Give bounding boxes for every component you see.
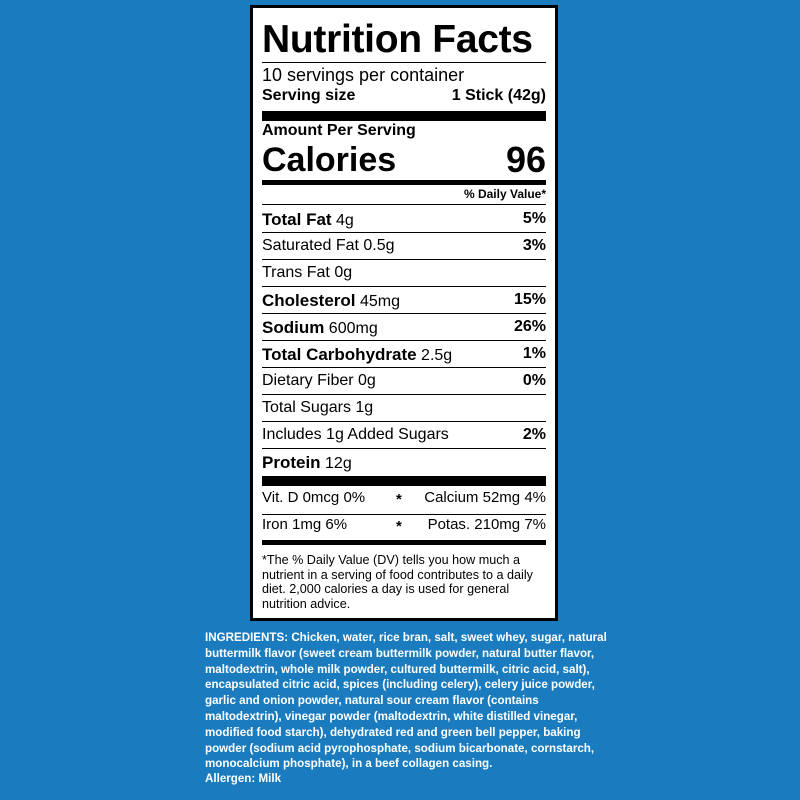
nutrient-dv: 1% (522, 345, 546, 362)
vitamin-cell: Calcium 52mg 4% (424, 489, 546, 506)
separator: * (396, 518, 402, 535)
vitamin-name: Potas. (427, 516, 471, 533)
nutrient-label: Cholesterol (262, 291, 356, 310)
nutrient-name: Total Carbohydrate 2.5g (262, 345, 452, 365)
nutrient-row: Includes 1g Added Sugars 2% (262, 422, 546, 449)
row-line (262, 340, 546, 341)
row-line (262, 313, 546, 314)
row-line (262, 259, 546, 260)
nutrient-amount: 1g (355, 399, 374, 416)
calories-value: 96 (505, 139, 546, 180)
nutrient-label: Includes 1g Added Sugars (262, 426, 449, 443)
vitamin-dv: 4% (524, 489, 546, 506)
row-line (262, 286, 546, 287)
nutrient-name: Includes 1g Added Sugars (262, 426, 449, 444)
nutrient-dv: 0% (522, 372, 546, 389)
nutrient-label: Total Fat (262, 210, 332, 229)
servings: 10 servings per container (262, 65, 465, 85)
vitamin-amount: 52mg (482, 489, 521, 506)
calories-label: Calories (262, 141, 397, 179)
nutrient-row: Sodium 600mg 26% (262, 314, 546, 341)
vitamin-dv: 0% (343, 489, 366, 506)
nutrient-amount: 0g (334, 264, 353, 281)
row-line (262, 367, 546, 368)
vitamin-cell: Potas. 210mg 7% (428, 516, 546, 533)
nutrient-name: Dietary Fiber 0g (262, 372, 376, 390)
nutrient-row: Total Sugars 1g (262, 395, 546, 422)
medium-rule (262, 540, 546, 545)
nutrient-label: Protein (262, 453, 321, 472)
nutrient-row: Total Carbohydrate 2.5g 1% (262, 341, 546, 368)
ingredients: INGREDIENTS: Chicken, water, rice bran, … (205, 631, 607, 771)
nutrient-row: Total Fat 4g 5% (262, 206, 546, 233)
rule (262, 514, 546, 515)
row-line (262, 448, 546, 449)
nutrient-amount: 4g (336, 212, 354, 229)
row-line (262, 394, 546, 395)
rule (262, 204, 546, 205)
nutrient-dv: 3% (522, 237, 546, 254)
nutrient-name: Cholesterol 45mg (262, 291, 400, 311)
nutrient-dv: 5% (522, 210, 546, 227)
footnote: *The % Daily Value (DV) tells you how mu… (262, 553, 533, 611)
vitamin-name: Calcium (424, 489, 479, 506)
vitamin-cell: Vit. D 0mcg 0% (262, 489, 365, 506)
nutrient-row: Trans Fat 0g (262, 260, 546, 287)
nutrient-amount: 45mg (359, 293, 401, 310)
nutrient-name: Total Sugars 1g (262, 399, 373, 417)
vitamin-amount: 210mg (474, 516, 521, 533)
nutrient-dv: 2% (522, 426, 546, 443)
nutrient-name: Protein 12g (262, 453, 352, 473)
dv-header: % Daily Value* (463, 187, 546, 201)
nutrient-label: Dietary Fiber (262, 372, 354, 389)
nutrient-amount: 2.5g (421, 347, 453, 364)
vitamin-cell: Iron 1mg 6% (262, 516, 347, 533)
vitamin-name: Vit. D (262, 489, 299, 506)
nutrition-label: Nutrition Facts 10 servings per containe… (250, 5, 558, 621)
nutrient-label: Total Sugars (262, 399, 351, 416)
thick-rule (262, 111, 546, 121)
serving-size-value: 1 Stick (42g) (451, 87, 546, 104)
nutrient-amount: 600mg (328, 320, 378, 337)
vitamin-amount: 1mg (292, 516, 322, 533)
vitamin-dv: 7% (524, 516, 546, 533)
amount-per-serving: Amount Per Serving (262, 122, 416, 139)
vitamin-amount: 0mcg (302, 489, 340, 506)
row-line (262, 232, 546, 233)
nutrient-row: Saturated Fat 0.5g 3% (262, 233, 546, 260)
nutrient-dv: 15% (513, 291, 546, 308)
allergen: Allergen: Milk (205, 772, 282, 785)
vitamin-dv: 6% (325, 516, 348, 533)
title: Nutrition Facts (262, 18, 533, 61)
nutrient-amount: 12g (325, 455, 352, 472)
nutrient-name: Trans Fat 0g (262, 264, 352, 282)
nutrient-amount: 0g (358, 372, 376, 389)
nutrient-name: Sodium 600mg (262, 318, 378, 338)
nutrient-name: Total Fat 4g (262, 210, 354, 230)
nutrient-row: Cholesterol 45mg 15% (262, 287, 546, 314)
thick-rule (262, 476, 546, 486)
separator: * (396, 491, 402, 508)
nutrient-label: Trans Fat (262, 264, 330, 281)
nutrient-label: Saturated Fat (262, 237, 359, 254)
nutrient-label: Total Carbohydrate (262, 345, 417, 364)
vitamin-name: Iron (262, 516, 288, 533)
row-line (262, 421, 546, 422)
nutrient-dv: 26% (513, 318, 546, 335)
nutrient-amount: 0.5g (363, 237, 395, 254)
rule (262, 62, 546, 63)
nutrient-row: Protein 12g (262, 449, 546, 476)
nutrient-name: Saturated Fat 0.5g (262, 237, 395, 255)
serving-size-label: Serving size (262, 87, 356, 104)
nutrient-label: Sodium (262, 318, 325, 337)
nutrient-row: Dietary Fiber 0g 0% (262, 368, 546, 395)
medium-rule (262, 180, 546, 185)
